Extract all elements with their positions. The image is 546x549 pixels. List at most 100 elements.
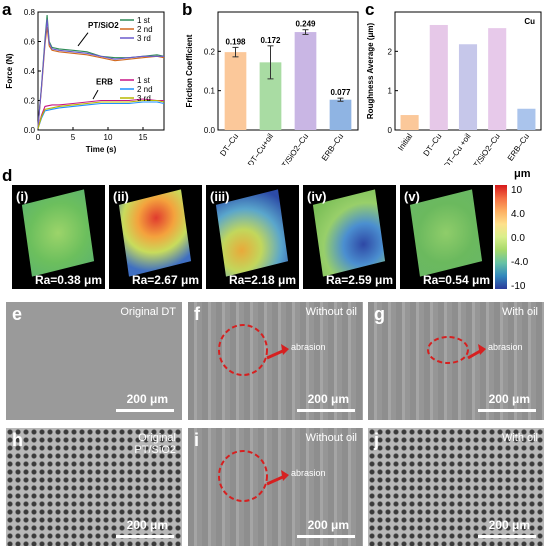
y-tick-label: 0.1 — [204, 87, 216, 96]
abrasion-marker — [218, 450, 289, 502]
legend-label: 3 rd — [137, 34, 151, 43]
bar — [488, 28, 507, 131]
sem-caption: Without oil — [305, 432, 357, 444]
profile-id: (v) — [404, 189, 420, 204]
dashed-ellipse — [427, 336, 469, 364]
data-label: 0.249 — [295, 20, 316, 29]
bar — [224, 52, 247, 131]
x-tick-label: 0 — [36, 133, 41, 142]
panel-c-chart: c 0 1 2 Roughness Average (μm) Initial DT–CuD… — [365, 0, 542, 165]
legend-label: 1 st — [137, 76, 151, 85]
colorbar-tick-label: 0.0 — [511, 233, 525, 244]
x-tick-label: ERB–Cu — [506, 132, 531, 163]
bar — [329, 99, 352, 130]
series-line — [37, 101, 165, 129]
colorbar-unit: μm — [514, 168, 531, 180]
panel-letter: f — [194, 304, 200, 324]
annotation-ptsio2: PT/SiO2 — [88, 21, 119, 30]
series-line — [37, 19, 164, 128]
y-tick-label: 0.4 — [24, 67, 36, 76]
surface-map — [21, 189, 95, 277]
legend-label: 1 st — [137, 16, 151, 25]
scale-label: 200 μm — [126, 518, 168, 532]
panel-d-letter: d — [2, 166, 13, 185]
panel-c-letter: c — [365, 0, 374, 19]
panel-d: d (i) Ra=0.38 μm (ii) Ra=2.67 μm (iii) Ra=2.1… — [0, 163, 546, 295]
arrow-head-icon — [281, 470, 289, 481]
abrasion-marker — [218, 324, 289, 376]
data-label: 0.077 — [330, 88, 351, 97]
bar — [517, 108, 536, 130]
x-tick-label: DT–Cu+oil — [246, 132, 275, 165]
sem-image-g: g With oil 200 μm abrasion — [368, 302, 544, 420]
sem-caption: Original DT — [120, 306, 176, 318]
y-axis-label: Roughness Average (μm) — [366, 23, 375, 120]
panel-letter: h — [12, 430, 23, 450]
scale-label: 200 μm — [488, 392, 530, 406]
sem-image-i: i Without oil 200 μm abrasion — [188, 428, 363, 546]
surface-profile-image: (i) Ra=0.38 μm — [12, 185, 105, 289]
annotation-arrow — [92, 89, 99, 100]
x-tick-label: DT–Cu — [422, 132, 444, 158]
dashed-ellipse — [218, 450, 268, 502]
abrasion-label: abrasion — [488, 342, 523, 352]
arrow-head-icon — [281, 344, 289, 355]
surface-map — [118, 189, 192, 277]
surface-profile-image: (iv) Ra=2.59 μm — [303, 185, 396, 289]
legend-label: 3 rd — [137, 94, 151, 103]
scale-bar — [297, 409, 355, 412]
panel-b-letter: b — [182, 0, 192, 19]
y-tick-label: 0.8 — [24, 8, 36, 17]
panel-letter: i — [194, 430, 200, 450]
surface-profile-image: (iii) Ra=2.18 μm — [206, 185, 299, 289]
arrow-icon — [266, 348, 286, 360]
roughness-label: Ra=2.67 μm — [131, 273, 199, 287]
sem-image-h: h Original PT/SiO2 200 μm — [6, 428, 182, 546]
series-line — [37, 98, 164, 129]
scale-label: 200 μm — [126, 392, 168, 406]
sem-image-e: e Original DT 200 μm — [6, 302, 182, 420]
bar — [259, 62, 282, 131]
annotation-erb: ERB — [96, 77, 113, 86]
x-tick-label: PT/SiO2–Cu — [277, 132, 310, 165]
colorbar-tick-label: 10 — [511, 185, 523, 196]
series-line — [37, 99, 165, 129]
bar — [458, 44, 478, 130]
y-tick-label: 0.0 — [204, 126, 216, 135]
bar — [294, 32, 317, 131]
arrow-icon — [266, 474, 286, 486]
scale-label: 200 μm — [307, 392, 349, 406]
legend-label: 2 nd — [137, 85, 153, 94]
roughness-label: Ra=0.54 μm — [422, 273, 490, 287]
y-tick-label: 0.2 — [204, 47, 216, 56]
scale-bar — [297, 535, 355, 538]
y-tick-label: 2 — [388, 47, 393, 56]
profile-id: (iv) — [307, 189, 327, 204]
x-tick-label: DT–Cu — [218, 132, 240, 158]
abrasion-label: abrasion — [291, 342, 326, 352]
data-label: 0.198 — [225, 37, 246, 46]
roughness-label: Ra=0.38 μm — [34, 273, 102, 287]
panel-letter: j — [374, 430, 380, 450]
colorbar-tick-label: -4.0 — [511, 257, 529, 268]
y-tick-label: 0.6 — [24, 38, 36, 47]
panel-a-letter: a — [2, 0, 12, 19]
x-tick-label: DT–Cu +oil — [442, 132, 473, 165]
colorbar — [495, 185, 507, 289]
colorbar-tick-label: -10 — [511, 281, 526, 292]
abrasion-label: abrasion — [291, 468, 326, 478]
annotation-arrow — [77, 32, 89, 47]
scale-label: 200 μm — [307, 518, 349, 532]
x-tick-label: PT/SiO2–Cu — [469, 132, 502, 165]
profile-id: (iii) — [210, 189, 230, 204]
y-axis-label: Force (N) — [5, 53, 14, 88]
y-tick-label: 0.2 — [24, 97, 36, 106]
y-tick-label: 1 — [388, 87, 393, 96]
x-tick-label: ERB–Cu — [320, 132, 345, 163]
roughness-label: Ra=2.59 μm — [325, 273, 393, 287]
y-axis-label: Friction Coefficient — [185, 34, 194, 107]
panel-letter: e — [12, 304, 23, 324]
profile-id: (ii) — [113, 189, 129, 204]
profile-id: (i) — [16, 189, 29, 204]
arrow-head-icon — [478, 344, 486, 355]
